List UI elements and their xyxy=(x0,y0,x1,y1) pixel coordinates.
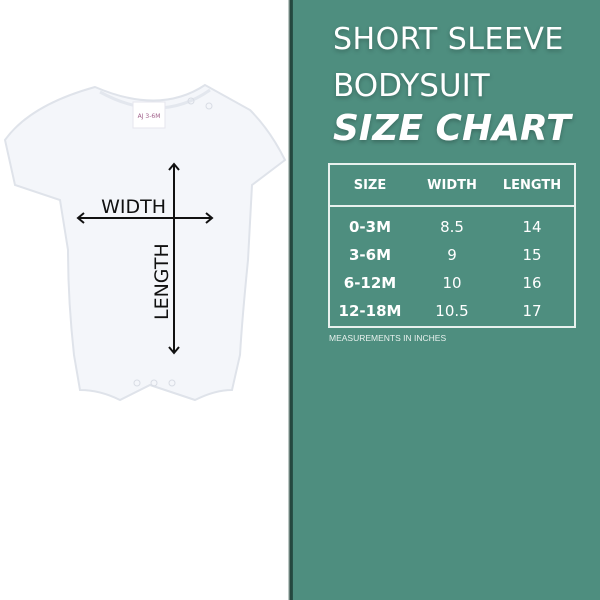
length-arrow xyxy=(168,162,180,355)
size-cell: 12-18M xyxy=(338,302,402,320)
width-cell: 10 xyxy=(442,274,462,292)
width-label: WIDTH xyxy=(101,196,166,218)
product-image-panel: AJ 3-6M WIDTH LENGTH xyxy=(0,0,290,600)
length-cell: 14 xyxy=(522,218,542,236)
header-width: WIDTH xyxy=(427,178,477,193)
length-cell: 15 xyxy=(522,246,542,264)
size-cell: 6-12M xyxy=(343,274,397,292)
bodysuit-shape xyxy=(3,83,287,402)
length-cell: 17 xyxy=(522,302,542,320)
title-line-2: BODYSUIT xyxy=(333,68,490,104)
table-header: SIZE WIDTH LENGTH xyxy=(330,165,574,207)
size-cell: 3-6M xyxy=(348,246,392,264)
divider-shadow xyxy=(288,0,294,600)
title-line-3: SIZE CHART xyxy=(333,108,571,149)
size-chart-panel: SHORT SLEEVE BODYSUIT SIZE CHART SIZE WI… xyxy=(293,0,600,600)
garment-tag xyxy=(132,101,166,129)
title-line-1: SHORT SLEEVE xyxy=(333,22,564,57)
width-cell: 8.5 xyxy=(440,218,464,236)
length-label: LENGTH xyxy=(151,243,173,320)
length-cell: 16 xyxy=(522,274,542,292)
bodysuit-illustration: AJ 3-6M WIDTH LENGTH xyxy=(3,83,287,402)
width-cell: 9 xyxy=(447,246,457,264)
size-cell: 0-3M xyxy=(348,218,392,236)
size-table: SIZE WIDTH LENGTH 0-3M 8.5 14 3-6M 9 15 … xyxy=(328,163,576,328)
width-cell: 10.5 xyxy=(435,302,469,320)
garment-tag-text: AJ 3-6M xyxy=(138,113,161,120)
width-arrow xyxy=(76,212,214,224)
header-length: LENGTH xyxy=(502,178,562,193)
measurement-note: MEASUREMENTS IN INCHES xyxy=(329,333,447,343)
header-size: SIZE xyxy=(353,178,387,193)
